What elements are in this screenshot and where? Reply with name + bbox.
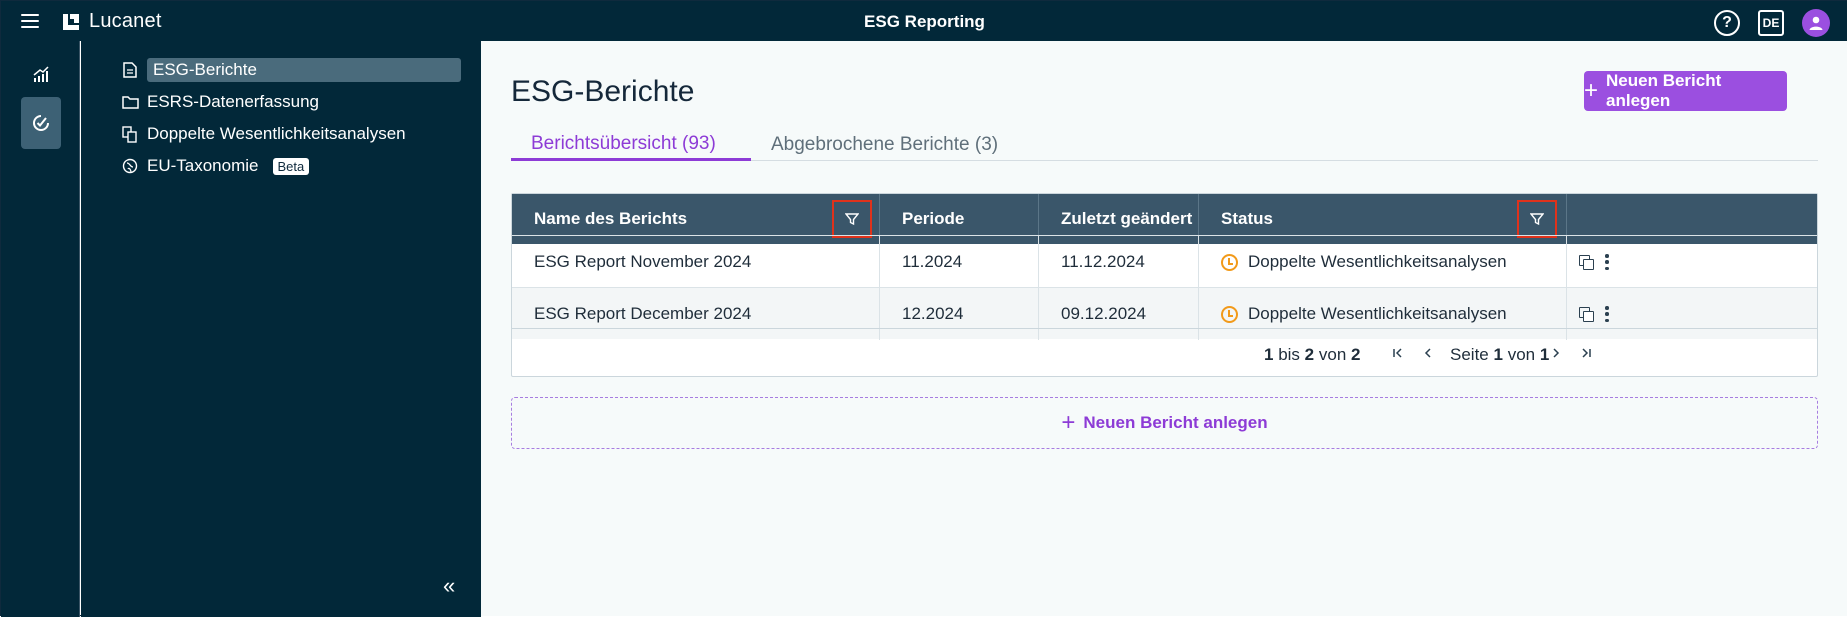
cell-period: 11.2024 bbox=[880, 236, 1039, 288]
column-header-label: Zuletzt geändert bbox=[1061, 209, 1193, 228]
column-header-label: Status bbox=[1221, 209, 1273, 228]
column-header-status[interactable]: Status bbox=[1199, 194, 1567, 244]
table-row[interactable]: ESG Report December 2024 12.2024 09.12.2… bbox=[512, 287, 1817, 340]
logo[interactable]: Lucanet bbox=[61, 10, 162, 33]
table-row[interactable]: ESG Report November 2024 11.2024 11.12.2… bbox=[512, 235, 1817, 288]
avatar[interactable] bbox=[1802, 9, 1830, 37]
copy-icon[interactable] bbox=[1579, 255, 1594, 270]
first-page-icon[interactable] bbox=[1388, 343, 1408, 363]
folder-icon bbox=[121, 93, 139, 111]
nav-item-label: Doppelte Wesentlichkeitsanalysen bbox=[147, 124, 406, 143]
next-page-icon[interactable] bbox=[1546, 343, 1566, 363]
tab-berichtsuebersicht[interactable]: Berichtsübersicht (93) bbox=[511, 129, 751, 161]
leaf-check-icon bbox=[33, 115, 49, 131]
column-header-periode[interactable]: Periode bbox=[880, 194, 1039, 244]
total-pages: 1 bbox=[1539, 345, 1550, 364]
pagination-page: Seite 1 von 1 bbox=[1450, 345, 1549, 365]
cell-name[interactable]: ESG Report December 2024 bbox=[512, 288, 880, 340]
filter-icon bbox=[1530, 213, 1544, 226]
nav-item-label: ESRS-Datenerfassung bbox=[147, 92, 319, 111]
clock-icon bbox=[1221, 253, 1238, 271]
range-total: 2 bbox=[1351, 345, 1361, 364]
add-report-inline-button[interactable]: + Neuen Bericht anlegen bbox=[511, 397, 1818, 449]
column-header-label: Name des Berichts bbox=[534, 209, 688, 228]
top-icons: ? DE bbox=[1714, 9, 1830, 37]
nav-item-label: ESG-Berichte bbox=[147, 58, 461, 82]
copy-icon[interactable] bbox=[1579, 307, 1594, 322]
copy-document-icon bbox=[121, 125, 139, 143]
nav-item-esrs-datenerfassung[interactable]: ESRS-Datenerfassung bbox=[121, 89, 319, 115]
document-icon bbox=[121, 61, 139, 79]
new-report-button-label: Neuen Bericht anlegen bbox=[1606, 71, 1722, 110]
cell-status: Doppelte Wesentlichkeitsanalysen bbox=[1199, 236, 1567, 288]
logo-text: Lucanet bbox=[89, 10, 162, 32]
row-actions bbox=[1567, 236, 1609, 288]
pagination-range: 1 bis 2 von 2 bbox=[1264, 345, 1361, 365]
name-filter-button[interactable] bbox=[832, 200, 872, 238]
new-report-button[interactable]: + Neuen Bericht anlegen bbox=[1584, 71, 1787, 111]
cell-modified: 11.12.2024 bbox=[1039, 236, 1199, 288]
lucanet-logo-icon bbox=[63, 13, 79, 30]
add-report-inline-label: Neuen Bericht anlegen bbox=[1083, 413, 1268, 432]
filter-icon bbox=[845, 213, 859, 226]
range-to: 2 bbox=[1304, 345, 1315, 364]
range-sep: bis bbox=[1278, 345, 1300, 364]
app-title: ESG Reporting bbox=[864, 12, 985, 31]
globe-leaf-icon bbox=[121, 157, 139, 175]
nav-item-label: EU-Taxonomie bbox=[147, 156, 259, 175]
plus-icon: + bbox=[1061, 409, 1076, 436]
current-page: 1 bbox=[1493, 345, 1503, 364]
cell-name[interactable]: ESG Report November 2024 bbox=[512, 236, 880, 288]
cell-status: Doppelte Wesentlichkeitsanalysen bbox=[1199, 288, 1567, 340]
status-filter-button[interactable] bbox=[1517, 200, 1557, 238]
cell-modified: 09.12.2024 bbox=[1039, 288, 1199, 340]
status-text: Doppelte Wesentlichkeitsanalysen bbox=[1248, 252, 1507, 271]
pagination: 1 bis 2 von 2 Seite 1 von 1 bbox=[512, 328, 1817, 378]
rail-esg-button[interactable] bbox=[21, 97, 61, 149]
range-of: von bbox=[1318, 345, 1347, 364]
tabs: Berichtsübersicht (93) Abgebrochene Beri… bbox=[511, 129, 1818, 161]
page-title: ESG-Berichte bbox=[511, 75, 695, 108]
reports-table: Name des Berichts Periode Zuletzt geände… bbox=[511, 193, 1818, 377]
rail-analytics-button[interactable] bbox=[21, 49, 61, 101]
more-options-icon[interactable] bbox=[1605, 306, 1609, 322]
plus-icon: + bbox=[1584, 77, 1599, 104]
page-of: von bbox=[1507, 345, 1536, 364]
more-options-icon[interactable] bbox=[1605, 254, 1609, 270]
tab-abgebrochene-berichte[interactable]: Abgebrochene Berichte (3) bbox=[771, 134, 999, 155]
user-icon bbox=[1809, 16, 1823, 30]
cell-period: 12.2024 bbox=[880, 288, 1039, 340]
clock-icon bbox=[1221, 305, 1238, 323]
nav-item-eu-taxonomie[interactable]: EU-Taxonomie Beta bbox=[121, 153, 310, 179]
nav-item-esg-berichte[interactable]: ESG-Berichte bbox=[121, 57, 461, 83]
help-icon[interactable]: ? bbox=[1714, 10, 1740, 36]
collapse-nav-icon[interactable]: « bbox=[443, 573, 456, 598]
nav-panel: ESG-Berichte ESRS-Datenerfassung Doppelt… bbox=[81, 41, 481, 617]
column-header-name[interactable]: Name des Berichts bbox=[512, 194, 880, 244]
column-header-zuletzt-geaendert[interactable]: Zuletzt geändert bbox=[1039, 194, 1199, 244]
nav-item-doppelte-wesentlichkeitsanalysen[interactable]: Doppelte Wesentlichkeitsanalysen bbox=[121, 121, 406, 147]
left-rail bbox=[1, 41, 80, 617]
status-text: Doppelte Wesentlichkeitsanalysen bbox=[1248, 304, 1507, 323]
main-content: ESG-Berichte + Neuen Bericht anlegen Ber… bbox=[481, 41, 1847, 616]
language-button[interactable]: DE bbox=[1758, 10, 1784, 36]
column-header-label: Periode bbox=[902, 209, 965, 228]
page-word: Seite bbox=[1450, 345, 1489, 364]
row-actions bbox=[1567, 288, 1609, 340]
chart-growth-icon bbox=[33, 66, 49, 82]
last-page-icon[interactable] bbox=[1576, 343, 1596, 363]
top-bar: Lucanet ESG Reporting ? DE bbox=[1, 1, 1847, 41]
previous-page-icon[interactable] bbox=[1418, 343, 1438, 363]
range-from: 1 bbox=[1264, 345, 1274, 364]
menu-icon[interactable] bbox=[21, 14, 39, 28]
beta-badge: Beta bbox=[272, 157, 310, 175]
